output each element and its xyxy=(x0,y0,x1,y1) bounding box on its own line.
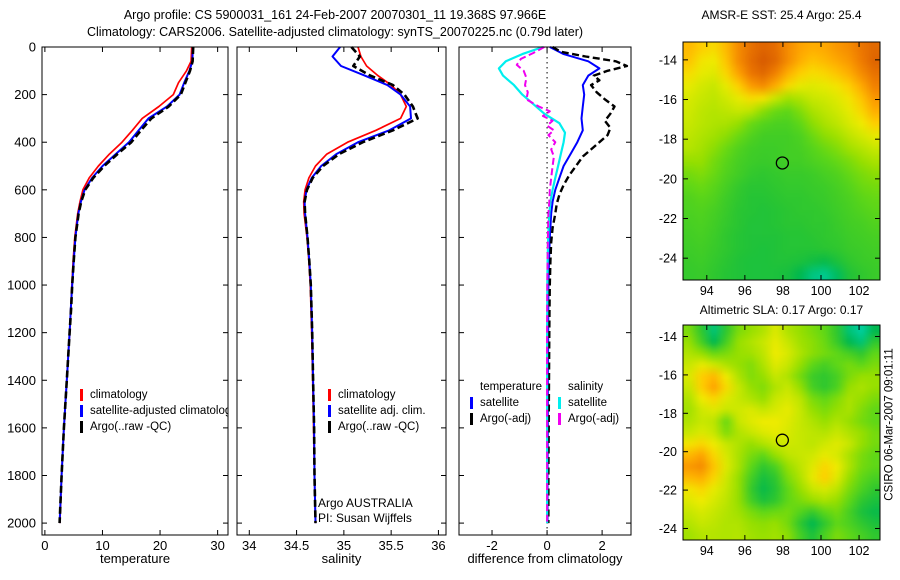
legend-label-temp-argo: Argo(-adj) xyxy=(480,413,532,425)
svg-text:98: 98 xyxy=(776,284,790,298)
argo-swatch xyxy=(328,421,331,433)
svg-text:102: 102 xyxy=(849,544,870,558)
svg-text:-18: -18 xyxy=(659,407,677,421)
legend-header-salinity: salinity xyxy=(568,381,604,393)
legend-row: Argo(-adj) xyxy=(558,411,632,427)
legend-row: satellite adj. clim. xyxy=(328,403,446,419)
page-title: Argo profile: CS 5900031_161 24-Feb-2007… xyxy=(123,8,547,22)
svg-text:-22: -22 xyxy=(659,212,677,226)
csiro-credit: CSIRO 06-Mar-2007 09:01:11 xyxy=(883,348,896,501)
legend-label-sal-satellite: satellite xyxy=(568,397,607,409)
satellite-adjusted-swatch xyxy=(80,405,83,417)
page-subtitle: Climatology: CARS2006. Satellite-adjuste… xyxy=(86,25,584,39)
difference-legend-salinity: salinity satellite Argo(-adj) xyxy=(558,379,632,427)
svg-text:1800: 1800 xyxy=(7,468,36,483)
svg-text:-20: -20 xyxy=(659,445,677,459)
svg-text:100: 100 xyxy=(811,544,832,558)
svg-text:-14: -14 xyxy=(659,53,677,67)
svg-text:600: 600 xyxy=(14,182,36,197)
salinity-axis-label: salinity xyxy=(321,551,362,566)
sal-satellite-swatch xyxy=(558,397,561,409)
temp-argo-swatch xyxy=(470,413,473,425)
svg-text:1000: 1000 xyxy=(7,278,36,293)
legend-row: satellite xyxy=(470,395,556,411)
svg-text:96: 96 xyxy=(738,544,752,558)
svg-text:-16: -16 xyxy=(659,368,677,382)
svg-text:-24: -24 xyxy=(659,522,677,536)
legend-row: climatology xyxy=(328,387,446,403)
sst-map-title: AMSR-E SST: 25.4 Argo: 25.4 xyxy=(701,8,862,22)
header: Argo profile: CS 5900031_161 24-Feb-2007… xyxy=(5,7,665,41)
satellite-adj-clim-swatch xyxy=(328,405,331,417)
legend-label-satellite-adjusted: satellite-adjusted climatology xyxy=(90,405,228,417)
amsre-sst-map-image xyxy=(683,42,880,280)
program-pi: PI: Susan Wijffels xyxy=(318,511,412,525)
legend-row: satellite xyxy=(558,395,632,411)
svg-text:1400: 1400 xyxy=(7,373,36,388)
svg-text:-22: -22 xyxy=(659,484,677,498)
legend-label-satellite-adj-clim: satellite adj. clim. xyxy=(338,405,426,417)
difference-axis-label: difference from climatology xyxy=(467,551,623,566)
svg-text:200: 200 xyxy=(14,87,36,102)
legend-label-argo: Argo(..raw -QC) xyxy=(338,421,420,433)
legend-label-sal-argo: Argo(-adj) xyxy=(568,413,620,425)
svg-text:400: 400 xyxy=(14,135,36,150)
temperature-legend: climatology satellite-adjusted climatolo… xyxy=(80,387,228,435)
legend-label-temp-satellite: satellite xyxy=(480,397,519,409)
svg-text:-24: -24 xyxy=(659,252,677,266)
svg-text:-14: -14 xyxy=(659,330,677,344)
svg-text:800: 800 xyxy=(14,230,36,245)
legend-row: Argo(..raw -QC) xyxy=(80,419,228,435)
svg-text:98: 98 xyxy=(776,544,790,558)
svg-text:-20: -20 xyxy=(659,172,677,186)
svg-text:100: 100 xyxy=(811,284,832,298)
temp-satellite-swatch xyxy=(470,397,473,409)
svg-text:94: 94 xyxy=(700,544,714,558)
legend-label-climatology: climatology xyxy=(338,389,396,401)
program-name: Argo AUSTRALIA xyxy=(318,496,413,510)
salinity-legend: climatology satellite adj. clim. Argo(..… xyxy=(328,387,446,435)
svg-text:2000: 2000 xyxy=(7,516,36,531)
legend-header-temperature: temperature xyxy=(480,381,543,393)
altimetric-sla-map-image xyxy=(683,325,880,540)
program-annotation: Argo AUSTRALIA PI: Susan Wijffels xyxy=(318,496,413,526)
legend-row: Argo(-adj) xyxy=(470,411,556,427)
svg-text:1600: 1600 xyxy=(7,420,36,435)
legend-row: satellite-adjusted climatology xyxy=(80,403,228,419)
climatology-swatch xyxy=(328,389,331,401)
legend-row: climatology xyxy=(80,387,228,403)
svg-text:94: 94 xyxy=(700,284,714,298)
svg-text:96: 96 xyxy=(738,284,752,298)
temperature-axis-label: temperature xyxy=(99,551,171,566)
sla-map-title: Altimetric SLA: 0.17 Argo: 0.17 xyxy=(699,303,864,317)
legend-header-row: salinity xyxy=(558,379,632,395)
legend-row: Argo(..raw -QC) xyxy=(328,419,446,435)
svg-text:1200: 1200 xyxy=(7,325,36,340)
legend-label-argo: Argo(..raw -QC) xyxy=(90,421,172,433)
legend-header-row: temperature xyxy=(470,379,556,395)
climatology-swatch xyxy=(80,389,83,401)
argo-swatch xyxy=(80,421,83,433)
legend-label-climatology: climatology xyxy=(90,389,148,401)
svg-text:-18: -18 xyxy=(659,133,677,147)
svg-text:102: 102 xyxy=(849,284,870,298)
sal-argo-swatch xyxy=(558,413,561,425)
svg-text:0: 0 xyxy=(29,40,36,55)
difference-legend-temperature: temperature satellite Argo(-adj) xyxy=(470,379,556,427)
svg-text:-16: -16 xyxy=(659,93,677,107)
